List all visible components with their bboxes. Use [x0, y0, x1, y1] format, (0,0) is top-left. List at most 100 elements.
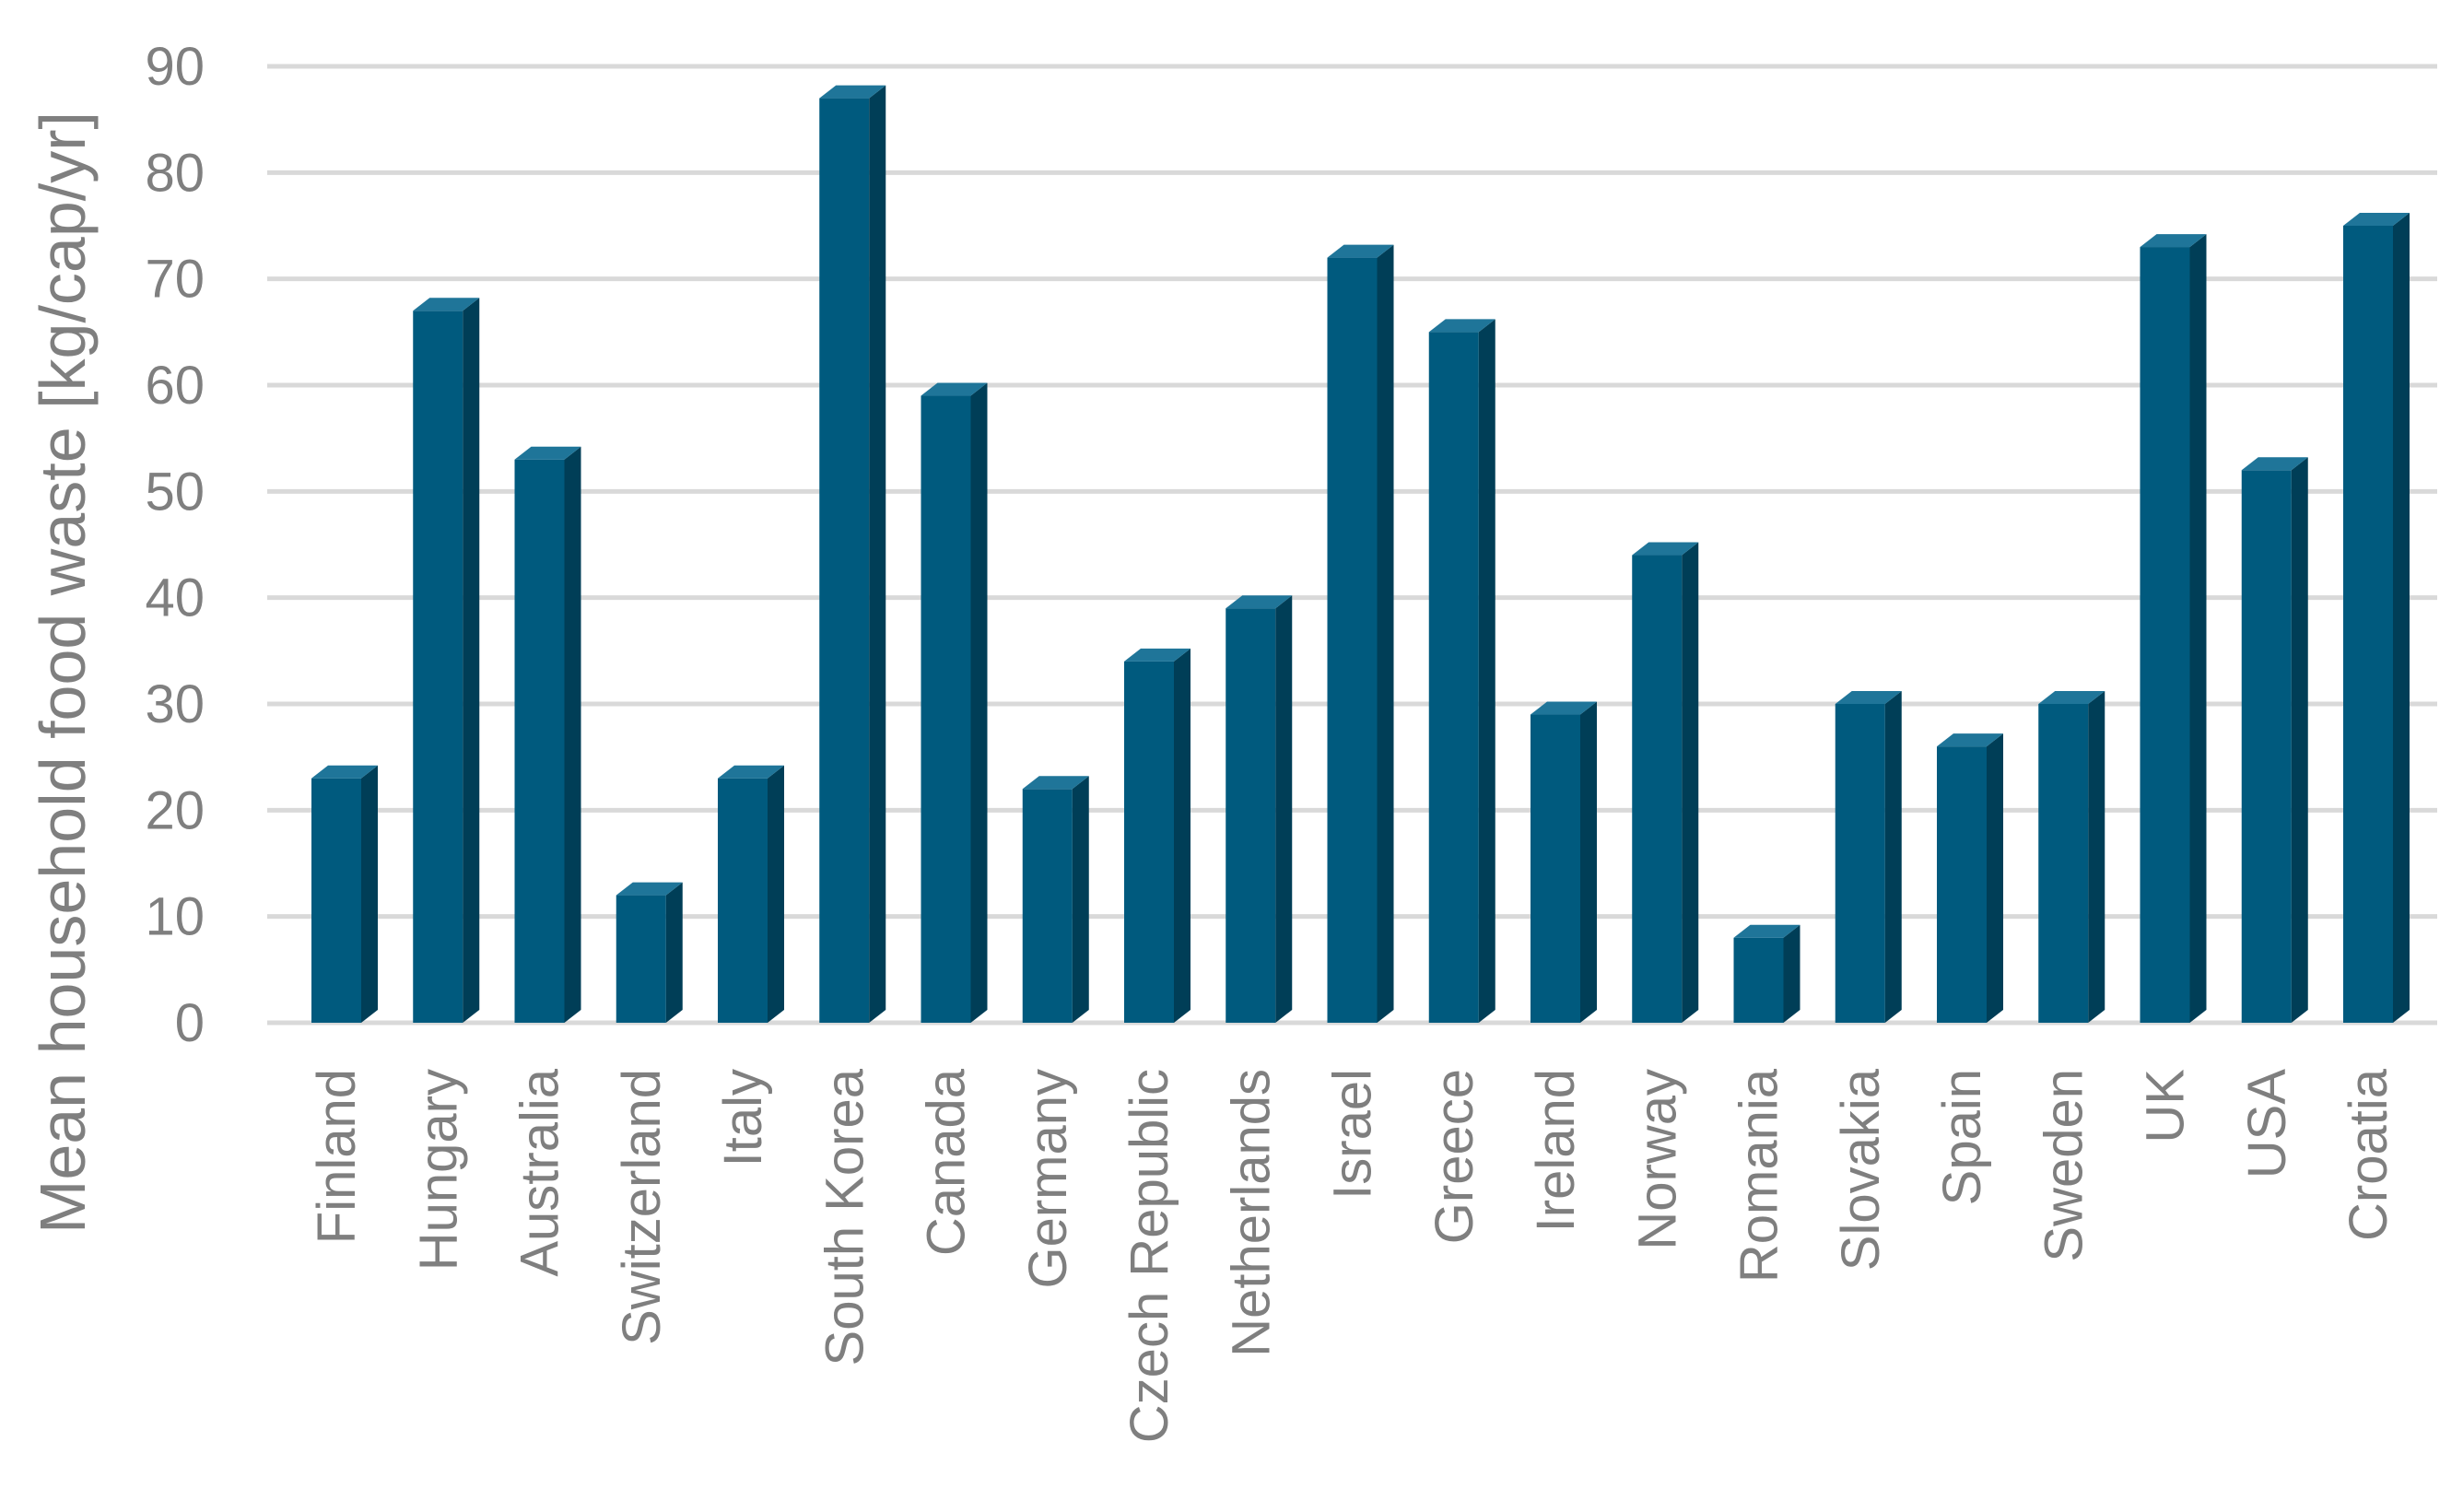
bar-side — [970, 382, 988, 1023]
bar-side — [1478, 319, 1495, 1023]
bar-side — [768, 765, 784, 1023]
y-tick-label: 60 — [145, 356, 205, 416]
bar-top — [1022, 776, 1089, 790]
bar-front — [1428, 332, 1479, 1023]
bar-top — [1733, 924, 1800, 938]
bar-front — [2140, 247, 2190, 1024]
bar-hungary — [413, 298, 480, 1023]
bar-side — [2393, 213, 2410, 1023]
bar-usa — [2241, 457, 2308, 1023]
bar-side — [564, 446, 581, 1023]
x-category-label: Romania — [1730, 1068, 1789, 1283]
bar-front — [1226, 608, 1276, 1023]
bar-greece — [1428, 319, 1495, 1023]
x-category-label: Germany — [1018, 1069, 1078, 1289]
bar-top — [1835, 691, 1902, 704]
bar-side — [1884, 691, 1902, 1023]
x-category-label: Switzerland — [612, 1069, 672, 1345]
bar-top — [2241, 457, 2308, 471]
x-category-label: South Korea — [815, 1068, 874, 1365]
bar-front — [921, 395, 971, 1023]
bars — [311, 85, 2410, 1024]
bar-side — [665, 882, 683, 1023]
bar-switzerland — [616, 882, 683, 1023]
y-tick-label: 90 — [145, 37, 205, 97]
bar-top — [1124, 648, 1190, 662]
x-category-label: Italy — [713, 1069, 773, 1166]
bar-top — [921, 382, 988, 396]
bar-front — [2343, 226, 2393, 1023]
bar-front — [1022, 789, 1073, 1023]
bar-top — [311, 765, 378, 779]
bar-italy — [718, 765, 784, 1023]
bar-sweden — [2038, 691, 2105, 1023]
bar-top — [514, 446, 581, 460]
x-category-label: Netherlands — [1221, 1069, 1281, 1357]
y-tick-label: 70 — [145, 250, 205, 310]
bar-ireland — [1531, 701, 1597, 1023]
x-category-label: Canada — [917, 1068, 977, 1256]
bar-front — [1124, 661, 1174, 1023]
x-category-label: Czech Republic — [1120, 1069, 1179, 1443]
bar-top — [616, 882, 683, 896]
bar-slovakia — [1835, 691, 1902, 1023]
bar-side — [1783, 924, 1800, 1023]
y-tick-label: 80 — [145, 143, 205, 203]
bar-top — [1428, 319, 1495, 333]
bar-side — [1987, 733, 2003, 1023]
bar-top — [1327, 244, 1394, 258]
bar-side — [2189, 234, 2207, 1024]
bar-side — [1275, 595, 1293, 1023]
bar-front — [616, 895, 666, 1023]
bar-top — [718, 765, 784, 779]
bar-norway — [1632, 542, 1699, 1023]
x-category-label: Israel — [1323, 1069, 1383, 1200]
bar-front — [1733, 937, 1784, 1023]
y-tick-label: 0 — [175, 993, 205, 1053]
bar-spain — [1937, 733, 2003, 1023]
bar-top — [1226, 595, 1293, 609]
bar-front — [2241, 470, 2292, 1023]
bar-front — [2038, 704, 2089, 1023]
bar-czech-republic — [1124, 648, 1190, 1023]
bar-top — [2343, 213, 2410, 226]
bar-finland — [311, 765, 378, 1023]
x-category-label: UK — [2136, 1069, 2196, 1143]
bar-front — [718, 778, 768, 1023]
bar-front — [1835, 704, 1885, 1023]
bar-israel — [1327, 244, 1394, 1024]
bar-side — [869, 85, 886, 1024]
bar-side — [1072, 776, 1089, 1023]
y-tick-label: 10 — [145, 887, 205, 947]
x-category-label: Australia — [510, 1068, 570, 1276]
x-category-label: Sweden — [2034, 1069, 2094, 1262]
y-axis-ticks: 0 10 20 30 40 50 60 70 80 90 — [145, 37, 205, 1053]
x-axis-categories: Finland Hungary Australia Switzerland Italy S… — [307, 1068, 2398, 1443]
bar-side — [463, 298, 480, 1023]
bar-front — [413, 311, 463, 1023]
bar-front — [1937, 746, 1987, 1023]
bar-top — [2140, 234, 2207, 248]
x-category-label: Finland — [307, 1069, 367, 1244]
bar-front — [514, 459, 565, 1023]
y-tick-label: 40 — [145, 568, 205, 628]
bar-side — [2088, 691, 2105, 1023]
bar-top — [819, 85, 886, 99]
x-category-label: Hungary — [408, 1069, 468, 1271]
bar-side — [2291, 457, 2308, 1023]
bar-top — [1632, 542, 1699, 556]
bar-romania — [1733, 924, 1800, 1023]
bar-side — [1580, 701, 1597, 1023]
y-tick-label: 50 — [145, 462, 205, 522]
bar-front — [311, 778, 361, 1023]
x-category-label: Ireland — [1526, 1069, 1586, 1232]
y-tick-label: 20 — [145, 780, 205, 840]
bar-canada — [921, 382, 988, 1023]
x-category-label: USA — [2237, 1069, 2297, 1179]
bar-front — [1531, 714, 1580, 1023]
bar-front — [1632, 555, 1683, 1023]
bar-top — [1531, 701, 1597, 715]
x-category-label: Slovakia — [1831, 1068, 1891, 1271]
bar-croatia — [2343, 213, 2410, 1023]
